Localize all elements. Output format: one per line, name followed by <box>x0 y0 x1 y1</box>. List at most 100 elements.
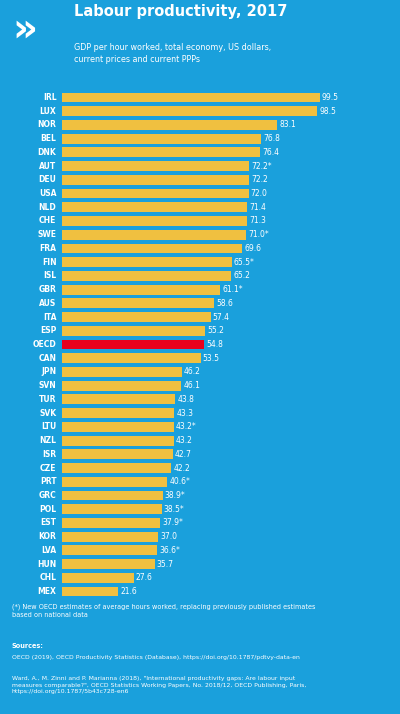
Bar <box>62 134 261 144</box>
Bar <box>62 243 242 253</box>
Text: 72.2*: 72.2* <box>251 161 272 171</box>
Text: TUR: TUR <box>39 395 56 404</box>
Bar <box>62 188 248 198</box>
Text: LUX: LUX <box>40 106 56 116</box>
Text: (*) New OECD estimates of average hours worked, replacing previously published e: (*) New OECD estimates of average hours … <box>12 603 315 618</box>
Text: 42.2: 42.2 <box>174 463 190 473</box>
Bar <box>62 559 154 569</box>
Text: 38.5*: 38.5* <box>164 505 184 513</box>
Bar <box>62 477 167 487</box>
Bar <box>62 381 182 391</box>
Bar <box>62 161 249 171</box>
Text: 58.6: 58.6 <box>216 299 233 308</box>
Bar <box>62 271 231 281</box>
Bar <box>62 422 174 432</box>
Text: EST: EST <box>40 518 56 528</box>
Text: ESP: ESP <box>40 326 56 336</box>
Bar <box>62 202 247 212</box>
Bar <box>62 394 176 404</box>
Text: 76.4: 76.4 <box>262 148 279 157</box>
Text: 35.7: 35.7 <box>156 560 174 568</box>
Text: Labour productivity, 2017: Labour productivity, 2017 <box>74 4 287 19</box>
Bar <box>62 367 182 377</box>
Text: 72.0: 72.0 <box>251 189 268 198</box>
Bar <box>62 175 249 185</box>
Text: 53.5: 53.5 <box>203 353 220 363</box>
Bar <box>62 545 157 555</box>
Text: 38.9*: 38.9* <box>165 491 186 500</box>
Text: 36.6*: 36.6* <box>159 546 180 555</box>
Text: JPN: JPN <box>41 368 56 376</box>
Bar <box>62 504 162 514</box>
Text: DEU: DEU <box>38 176 56 184</box>
Bar <box>62 312 211 322</box>
Text: CHL: CHL <box>40 573 56 583</box>
Bar <box>62 449 173 459</box>
Bar <box>62 93 320 102</box>
Text: 55.2: 55.2 <box>207 326 224 336</box>
Text: SVK: SVK <box>39 408 56 418</box>
Text: 54.8: 54.8 <box>206 340 223 349</box>
Text: ITA: ITA <box>43 313 56 321</box>
Text: OECD: OECD <box>33 340 56 349</box>
Text: IRL: IRL <box>43 93 56 102</box>
Text: OECD (2019), OECD Productivity Statistics (Database), https://doi.org/10.1787/pd: OECD (2019), OECD Productivity Statistic… <box>12 655 300 660</box>
Text: 46.1: 46.1 <box>184 381 200 390</box>
Text: GDP per hour worked, total economy, US dollars,
current prices and current PPPs: GDP per hour worked, total economy, US d… <box>74 43 271 64</box>
Bar <box>62 532 158 542</box>
Text: 43.8: 43.8 <box>178 395 194 404</box>
Text: 71.0*: 71.0* <box>248 230 269 239</box>
Text: SWE: SWE <box>38 230 56 239</box>
Text: 76.8: 76.8 <box>263 134 280 143</box>
Text: AUT: AUT <box>39 161 56 171</box>
Text: 65.2: 65.2 <box>233 271 250 281</box>
Text: Ward, A., M. Zinni and P. Marianna (2018), "International productivity gaps: Are: Ward, A., M. Zinni and P. Marianna (2018… <box>12 676 306 694</box>
Text: 65.5*: 65.5* <box>234 258 255 266</box>
Text: 43.2*: 43.2* <box>176 423 197 431</box>
Text: BEL: BEL <box>40 134 56 143</box>
Text: 40.6*: 40.6* <box>169 477 190 486</box>
Bar <box>62 353 201 363</box>
Text: AUS: AUS <box>39 299 56 308</box>
Text: 21.6: 21.6 <box>120 587 137 596</box>
Text: USA: USA <box>39 189 56 198</box>
Bar <box>62 436 174 446</box>
Bar <box>62 491 163 501</box>
Text: CZE: CZE <box>40 463 56 473</box>
Text: LTU: LTU <box>41 423 56 431</box>
Text: GRC: GRC <box>39 491 56 500</box>
Bar <box>62 298 214 308</box>
Text: SVN: SVN <box>39 381 56 390</box>
Text: NZL: NZL <box>40 436 56 445</box>
Bar <box>62 518 160 528</box>
Text: 61.1*: 61.1* <box>222 285 243 294</box>
Text: CHE: CHE <box>39 216 56 226</box>
Bar <box>62 326 205 336</box>
Text: 42.7: 42.7 <box>175 450 192 459</box>
Text: POL: POL <box>39 505 56 513</box>
Bar <box>62 285 220 295</box>
Text: NLD: NLD <box>39 203 56 212</box>
Text: 46.2: 46.2 <box>184 368 201 376</box>
Text: 37.0: 37.0 <box>160 532 177 541</box>
Text: Sources:: Sources: <box>12 643 44 649</box>
Text: 71.4: 71.4 <box>249 203 266 212</box>
Text: »: » <box>12 11 37 49</box>
Bar <box>62 573 134 583</box>
Bar <box>62 340 204 349</box>
Text: FRA: FRA <box>40 244 56 253</box>
Text: 69.6: 69.6 <box>244 244 262 253</box>
Text: 72.2: 72.2 <box>251 176 268 184</box>
Text: FIN: FIN <box>42 258 56 266</box>
Text: 43.2: 43.2 <box>176 436 193 445</box>
Text: 98.5: 98.5 <box>319 106 336 116</box>
Bar <box>62 120 277 130</box>
Bar <box>62 147 260 157</box>
Text: ISL: ISL <box>43 271 56 281</box>
Bar <box>62 463 171 473</box>
Bar <box>62 216 247 226</box>
Text: 83.1: 83.1 <box>280 121 296 129</box>
Text: 57.4: 57.4 <box>213 313 230 321</box>
Text: MEX: MEX <box>38 587 56 596</box>
Text: GBR: GBR <box>38 285 56 294</box>
